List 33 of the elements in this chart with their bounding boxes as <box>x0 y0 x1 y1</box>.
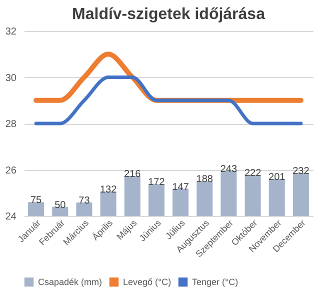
data-label: 50 <box>54 200 66 211</box>
bar <box>268 178 285 216</box>
bar <box>244 174 261 216</box>
data-label: 147 <box>172 182 190 193</box>
legend-label: Csapadék (mm) <box>38 277 102 288</box>
data-label: 188 <box>196 174 214 186</box>
bar <box>28 202 44 216</box>
chart-title: Maldív-szigetek időjárása <box>72 6 266 23</box>
bar <box>148 184 164 216</box>
y-tick-label: 24 <box>5 212 17 222</box>
bar <box>220 171 237 216</box>
bar <box>76 202 92 216</box>
data-label: 73 <box>78 195 90 206</box>
bar <box>52 206 68 216</box>
legend-label: Levegő (°C) <box>123 277 172 288</box>
data-label: 132 <box>100 184 118 196</box>
data-label: 222 <box>244 168 262 179</box>
y-tick-label: 32 <box>5 26 17 38</box>
y-tick-label: 28 <box>5 119 17 130</box>
bar <box>172 188 189 216</box>
data-label: 172 <box>148 177 166 188</box>
legend-label: Tenger (°C) <box>192 277 238 288</box>
y-tick-label: 26 <box>5 165 17 176</box>
bar <box>124 176 140 216</box>
data-label: 201 <box>268 172 286 183</box>
bar <box>292 173 309 216</box>
data-label: 216 <box>124 169 142 180</box>
bar <box>196 181 213 216</box>
data-label: 75 <box>30 195 42 206</box>
bar <box>100 192 116 216</box>
data-label: 232 <box>292 166 310 178</box>
data-label: 243 <box>220 164 238 176</box>
y-tick-label: 30 <box>5 72 17 84</box>
